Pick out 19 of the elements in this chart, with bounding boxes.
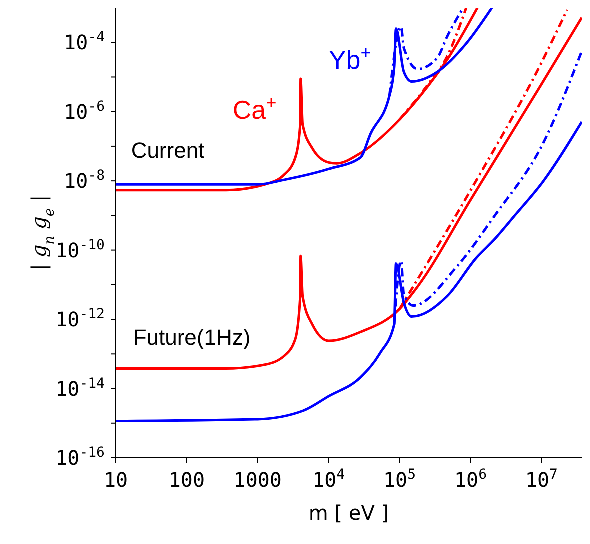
x-tick-label: 10 — [104, 468, 128, 492]
annotation: Current — [131, 138, 205, 163]
y-tick-label: 10$^{-8}$ — [64, 168, 105, 194]
y-tick-label: 10$^{-4}$ — [64, 30, 105, 55]
x-axis-title: m [ eV ] — [308, 501, 390, 525]
x-tick-label: 1000 — [234, 468, 282, 492]
x-tick-label: 10$^{5}$ — [384, 467, 416, 492]
y-tick-label: 10$^{-12}$ — [56, 306, 105, 332]
y-tick-label: 10$^{-16}$ — [56, 445, 105, 470]
annotation: Future(1Hz) — [133, 325, 251, 350]
y-tick-label: 10$^{-6}$ — [64, 98, 105, 124]
series-label: Yb$^{+}$ — [328, 42, 372, 75]
series-label: Ca$^{+}$ — [232, 92, 277, 125]
y-tick-label: 10$^{-10}$ — [56, 237, 105, 262]
x-tick-label: 10$^{6}$ — [454, 467, 488, 492]
x-tick-label: 10$^{7}$ — [525, 467, 558, 492]
y-tick-label: 10$^{-14}$ — [56, 376, 105, 401]
x-tick-label: 100 — [168, 468, 206, 492]
x-tick-label: 10$^{4}$ — [312, 467, 346, 492]
